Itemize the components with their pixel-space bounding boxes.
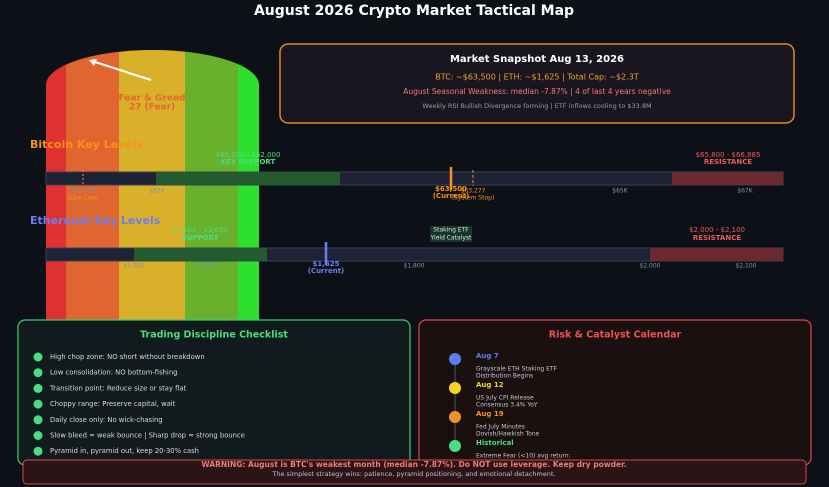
check-bullet (33, 352, 43, 362)
eth-tick: $2,000 (640, 263, 661, 270)
warning-subtext: The simplest strategy wins: patience, py… (271, 470, 555, 478)
snapshot-box (279, 43, 795, 124)
eth-catalyst-box (430, 226, 472, 242)
snapshot-seasonal: August Seasonal Weakness: median -7.87% … (403, 87, 671, 96)
calendar-events: Aug 7 Grayscale ETH Staking ETFDistributi… (449, 352, 571, 460)
btc-current-price: $63,500 (435, 185, 467, 193)
eth-tick: $2,100 (736, 263, 757, 270)
eth-tick: $1,500 (124, 263, 145, 270)
eth-current-price: $1,625 (312, 260, 339, 268)
checklist-items: High chop zone: NO short without breakdo… (33, 352, 245, 456)
gauge-arrowhead (89, 59, 97, 66)
warning-box (22, 459, 807, 485)
check-item: Transition point: Reduce size or stay fl… (49, 384, 187, 392)
event-dot (449, 440, 461, 452)
btc-resistance-zone (672, 172, 783, 185)
warning-text: WARNING: August is BTC's weakest month (… (201, 460, 626, 469)
eth-tick: $1,800 (404, 263, 425, 270)
check-item: Daily close only: No wick-chasing (50, 416, 163, 424)
check-item: Low consolidation: NO bottom-fishing (50, 369, 177, 377)
btc-resistance-range: $65,800 - $66,885 (696, 151, 761, 159)
eth-support-range: $1,500 - $1,600 (172, 226, 228, 234)
eth-resistance-label: RESISTANCE (693, 234, 742, 242)
snapshot-prices: BTC: ~$63,500 | ETH: ~$1,625 | Total Cap… (435, 73, 639, 82)
eth-resistance-zone (650, 248, 783, 261)
event-dot (449, 382, 461, 394)
event-date: Aug 12 (476, 381, 504, 389)
event-detail: Fed July Minutes (476, 424, 525, 431)
btc-stop-label: (System Stop) (452, 195, 495, 202)
check-bullet (33, 399, 43, 409)
check-bullet (33, 431, 43, 440)
gauge-value: 27 (Fear) (129, 103, 175, 113)
eth-heading: Ethereum Key Levels (30, 214, 161, 227)
eth-resistance-range: $2,000 - $2,100 (689, 226, 745, 234)
btc-tick: $62K (149, 188, 165, 195)
event-detail: Consensus 3.4% YoY (476, 402, 538, 409)
event-date: Historical (476, 439, 514, 447)
btc-tick: $65K (612, 188, 628, 195)
eth-support-label: SUPPORT (182, 234, 219, 242)
btc-current-label: (Current) (433, 192, 470, 200)
event-dot (449, 353, 461, 365)
eth-current-label: (Current) (308, 267, 345, 275)
checklist-box (17, 319, 411, 466)
gauge-label: Fear & Greed (119, 94, 186, 104)
btc-resistance-label: RESISTANCE (704, 158, 753, 166)
gauge-arrow (91, 60, 152, 81)
event-detail: US July CPI Release (476, 395, 534, 402)
check-item: Slow bleed = weak bounce | Sharp drop = … (50, 432, 245, 440)
check-item: High chop zone: NO short without breakdo… (50, 353, 205, 361)
check-bullet (33, 368, 43, 378)
checklist-title: Trading Discipline Checklist (140, 330, 288, 341)
calendar-title: Risk & Catalyst Calendar (549, 330, 682, 341)
event-detail: Grayscale ETH Staking ETF (476, 366, 558, 373)
check-bullet (33, 415, 43, 425)
check-bullet (33, 383, 43, 393)
event-date: Aug 7 (476, 352, 499, 360)
check-item: Choppy range: Preserve capital, wait (50, 400, 176, 408)
btc-support-label: KEY SUPPORT (221, 158, 276, 166)
btc-low-label: (Line Low) (68, 195, 99, 202)
check-item: Pyramid in, pyramid out, keep 20-30% cas… (50, 447, 199, 455)
eth-catalyst: Yield Catalyst (430, 235, 472, 242)
btc-low-price: $60,000 (71, 188, 96, 195)
event-dot (449, 411, 461, 423)
snapshot-title: Market Snapshot Aug 13, 2026 (450, 54, 624, 65)
btc-tick: $67K (737, 188, 753, 195)
btc-support-range: $60,000 - $62,000 (216, 151, 281, 159)
btc-heading: Bitcoin Key Levels (30, 138, 144, 151)
event-detail: Dovish/Hawkish Tone (476, 431, 540, 438)
check-bullet (33, 446, 43, 456)
title: August 2026 Crypto Market Tactical Map (254, 3, 574, 19)
btc-support-zone (156, 172, 340, 185)
snapshot-signals: Weekly RSI Bullish Divergence forming | … (422, 102, 651, 110)
event-date: Aug 19 (476, 410, 504, 418)
btc-stop-price: $63,277 (461, 188, 486, 195)
eth-support-zone (134, 248, 267, 261)
eth-catalyst: Staking ETF (433, 227, 469, 234)
event-detail: Extreme Fear (<10) avg return: (476, 453, 571, 460)
event-detail: Distribution Begins (476, 373, 533, 380)
eth-tick: $1,600 (197, 263, 218, 270)
